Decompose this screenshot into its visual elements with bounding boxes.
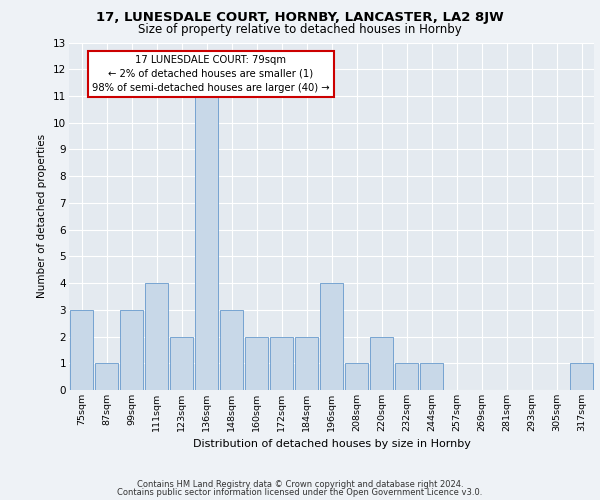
Bar xyxy=(570,364,593,390)
Bar xyxy=(170,336,193,390)
Text: Contains public sector information licensed under the Open Government Licence v3: Contains public sector information licen… xyxy=(118,488,482,497)
Bar xyxy=(370,336,393,390)
Bar xyxy=(295,336,318,390)
Bar xyxy=(145,283,168,390)
Bar xyxy=(420,364,443,390)
Y-axis label: Number of detached properties: Number of detached properties xyxy=(37,134,47,298)
Bar xyxy=(95,364,118,390)
Text: 17, LUNESDALE COURT, HORNBY, LANCASTER, LA2 8JW: 17, LUNESDALE COURT, HORNBY, LANCASTER, … xyxy=(96,11,504,24)
X-axis label: Distribution of detached houses by size in Hornby: Distribution of detached houses by size … xyxy=(193,440,470,450)
Bar xyxy=(345,364,368,390)
Bar xyxy=(220,310,243,390)
Text: Size of property relative to detached houses in Hornby: Size of property relative to detached ho… xyxy=(138,22,462,36)
Text: Contains HM Land Registry data © Crown copyright and database right 2024.: Contains HM Land Registry data © Crown c… xyxy=(137,480,463,489)
Bar xyxy=(270,336,293,390)
Bar xyxy=(70,310,93,390)
Bar xyxy=(320,283,343,390)
Bar xyxy=(395,364,418,390)
Text: 17 LUNESDALE COURT: 79sqm
← 2% of detached houses are smaller (1)
98% of semi-de: 17 LUNESDALE COURT: 79sqm ← 2% of detach… xyxy=(92,54,329,92)
Bar xyxy=(195,96,218,390)
Bar xyxy=(245,336,268,390)
Bar xyxy=(120,310,143,390)
